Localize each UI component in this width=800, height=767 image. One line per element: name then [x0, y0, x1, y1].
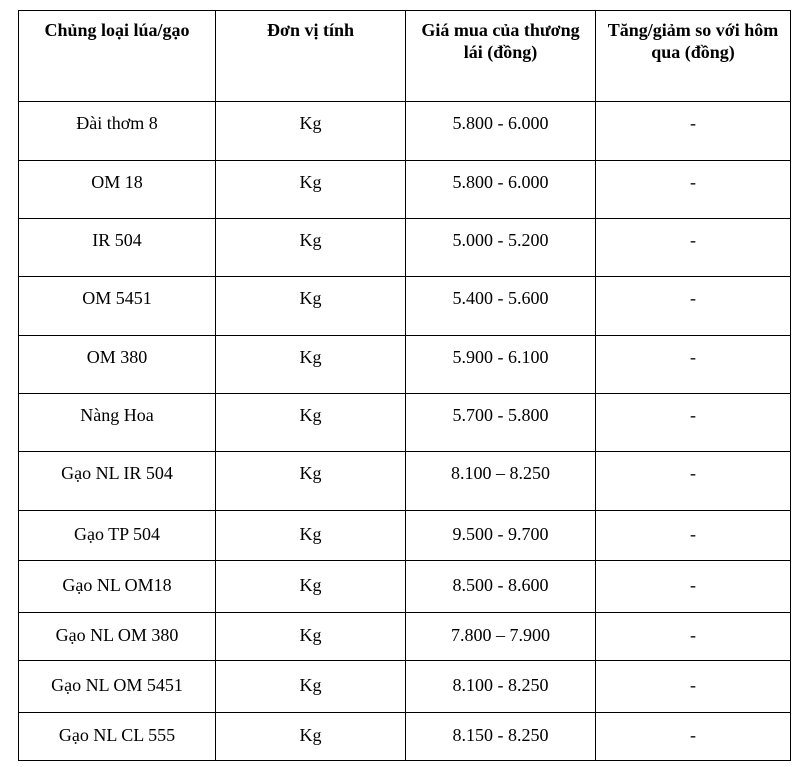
table-cell: Kg [215, 612, 406, 661]
table-row: Gạo NL OM 380 Kg 7.800 – 7.900- [18, 612, 791, 661]
table-row: Nàng Hoa Kg 5.700 - 5.800- [18, 393, 791, 452]
table-cell: Kg [215, 101, 406, 161]
table-cell: 5.400 - 5.600 [405, 276, 596, 336]
table-cell: Kg [215, 276, 406, 336]
header-cell: Giá mua của thương lái (đồng) [405, 10, 596, 102]
table-row: OM 18 Kg 5.800 - 6.000- [18, 160, 791, 219]
table-cell: 5.800 - 6.000 [405, 101, 596, 161]
table-cell: Kg [215, 393, 406, 452]
table-row: Gạo NL CL 555 Kg 8.150 - 8.250- [18, 712, 791, 761]
table-cell: 5.800 - 6.000 [405, 160, 596, 219]
table-cell: - [595, 451, 791, 511]
table-cell: Kg [215, 335, 406, 394]
table-row: Gạo NL OM 5451 Kg 8.100 - 8.250- [18, 660, 791, 713]
table-cell: OM 380 [18, 335, 216, 394]
header-row: Chủng loại lúa/gạo Đơn vị tính Giá mua của… [18, 10, 791, 102]
table-cell: Đài thơm 8 [18, 101, 216, 161]
table-cell: 5.000 - 5.200 [405, 218, 596, 277]
table-cell: Gạo NL OM 380 [18, 612, 216, 661]
table-cell: 5.700 - 5.800 [405, 393, 596, 452]
table-cell: 5.900 - 6.100 [405, 335, 596, 394]
table-cell: 8.100 – 8.250 [405, 451, 596, 511]
table-cell: Kg [215, 560, 406, 613]
table-row: Đài thơm 8 Kg 5.800 - 6.000- [18, 101, 791, 161]
table-body: Đài thơm 8 Kg 5.800 - 6.000- OM 18 Kg 5.800 -… [18, 101, 791, 761]
price-table: Chủng loại lúa/gạo Đơn vị tính Giá mua của… [18, 10, 791, 761]
table-cell: Gạo TP 504 [18, 510, 216, 561]
header-cell: Tăng/giảm so với hôm qua (đồng) [595, 10, 791, 102]
table-cell: - [595, 393, 791, 452]
table-row: OM 5451 Kg 5.400 - 5.600- [18, 276, 791, 336]
table-cell: - [595, 510, 791, 561]
table-cell: 9.500 - 9.700 [405, 510, 596, 561]
table-cell: Kg [215, 510, 406, 561]
table-cell: Kg [215, 218, 406, 277]
table-cell: - [595, 276, 791, 336]
table-cell: - [595, 560, 791, 613]
table-cell: Kg [215, 660, 406, 713]
table-cell: Kg [215, 451, 406, 511]
table-cell: - [595, 335, 791, 394]
header-cell: Đơn vị tính [215, 10, 406, 102]
table-cell: - [595, 660, 791, 713]
table-cell: OM 5451 [18, 276, 216, 336]
table-cell: Gạo NL OM18 [18, 560, 216, 613]
table-cell: Nàng Hoa [18, 393, 216, 452]
table-cell: - [595, 160, 791, 219]
table-cell: Kg [215, 160, 406, 219]
table-row: Gạo NL IR 504 Kg 8.100 – 8.250- [18, 451, 791, 511]
table-cell: Gạo NL IR 504 [18, 451, 216, 511]
table-cell: - [595, 101, 791, 161]
table-cell: 8.500 - 8.600 [405, 560, 596, 613]
table-cell: Kg [215, 712, 406, 761]
table-cell: 8.100 - 8.250 [405, 660, 596, 713]
table-cell: - [595, 712, 791, 761]
table-row: Gạo TP 504 Kg 9.500 - 9.700- [18, 510, 791, 561]
table-row: Gạo NL OM18 Kg 8.500 - 8.600- [18, 560, 791, 613]
table-cell: OM 18 [18, 160, 216, 219]
header-cell: Chủng loại lúa/gạo [18, 10, 216, 102]
table-cell: 7.800 – 7.900 [405, 612, 596, 661]
table-cell: Gạo NL OM 5451 [18, 660, 216, 713]
table-cell: - [595, 612, 791, 661]
table-row: OM 380 Kg 5.900 - 6.100- [18, 335, 791, 394]
table-cell: - [595, 218, 791, 277]
table-row: IR 504 Kg 5.000 - 5.200- [18, 218, 791, 277]
table-cell: IR 504 [18, 218, 216, 277]
table-cell: Gạo NL CL 555 [18, 712, 216, 761]
table-cell: 8.150 - 8.250 [405, 712, 596, 761]
